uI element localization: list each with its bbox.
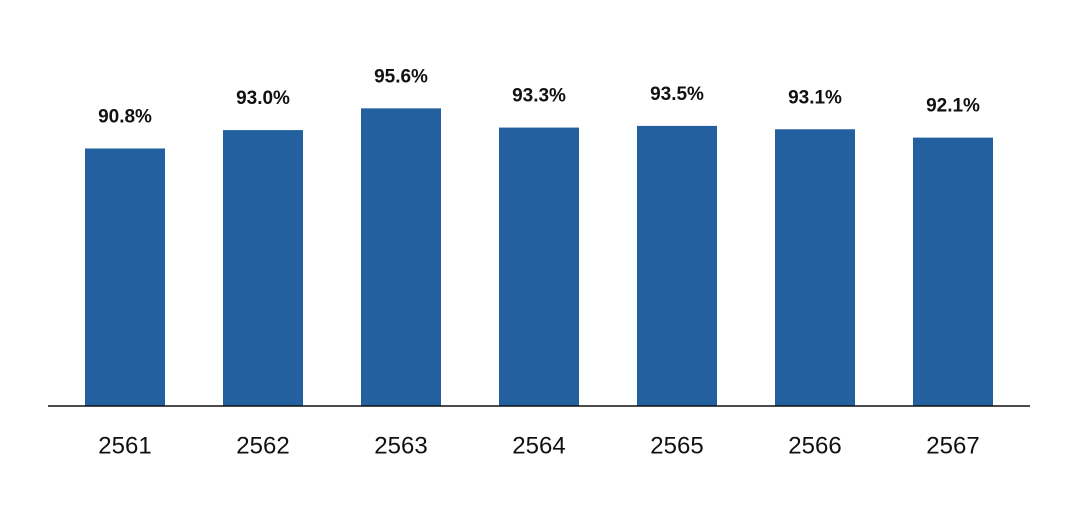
x-tick-label: 2566 <box>788 432 841 459</box>
x-tick-label: 2564 <box>512 432 565 459</box>
x-tick-label: 2567 <box>926 432 979 459</box>
bar <box>361 108 441 406</box>
value-label: 93.5% <box>650 84 704 105</box>
value-label: 92.1% <box>926 96 980 117</box>
x-tick-label: 2563 <box>374 432 427 459</box>
value-label: 93.3% <box>512 86 566 107</box>
bar <box>637 125 717 407</box>
value-label: 95.6% <box>374 66 428 87</box>
bar <box>223 130 303 407</box>
x-tick-label: 2562 <box>236 432 289 459</box>
value-label: 90.8% <box>98 106 152 127</box>
bar <box>913 137 993 406</box>
bar <box>499 127 579 406</box>
bar <box>85 148 165 406</box>
value-label: 93.1% <box>788 87 842 108</box>
x-tick-label: 2561 <box>98 432 151 459</box>
value-label: 93.0% <box>236 88 290 109</box>
bar <box>775 129 855 406</box>
x-tick-label: 2565 <box>650 432 703 459</box>
